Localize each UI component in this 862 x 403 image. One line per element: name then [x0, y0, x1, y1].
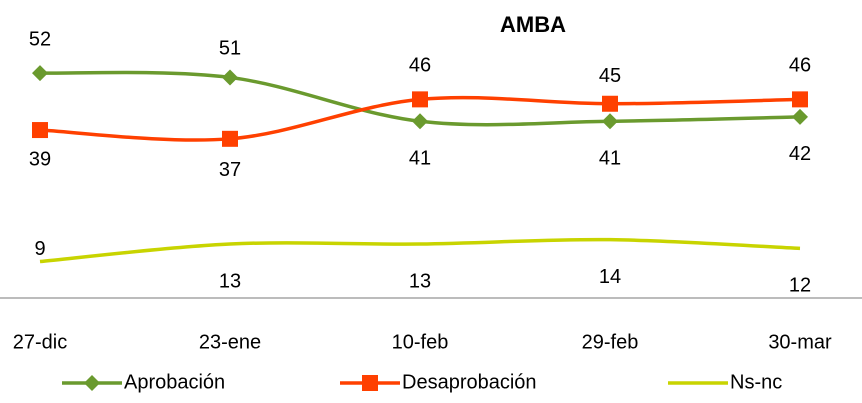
data-label: 37	[219, 159, 241, 181]
line	[39, 237, 801, 264]
data-label: 52	[29, 28, 51, 50]
marker	[32, 65, 48, 82]
x-tick-label: 30-mar	[768, 331, 832, 353]
legend-marker	[362, 375, 378, 391]
marker	[792, 91, 808, 108]
marker	[602, 95, 618, 112]
x-tick-label: 27-dic	[13, 331, 67, 353]
data-label: 13	[219, 270, 241, 292]
marker	[32, 122, 48, 139]
chart-title: AMBA	[500, 12, 566, 37]
x-tick-label: 23-ene	[199, 331, 261, 353]
legend-label: Ns-nc	[730, 371, 782, 393]
x-tick-label: 29-feb	[582, 331, 639, 353]
marker	[602, 113, 618, 130]
data-label: 42	[789, 143, 811, 165]
legend-label: Aprobación	[124, 371, 225, 393]
data-label: 39	[29, 148, 51, 170]
data-label: 51	[219, 38, 241, 60]
data-label: 13	[409, 270, 431, 292]
marker	[222, 69, 238, 86]
data-label: 46	[409, 55, 431, 77]
data-label: 12	[789, 275, 811, 297]
data-label: 45	[599, 65, 621, 87]
marker	[222, 130, 238, 147]
x-tick-label: 10-feb	[392, 331, 449, 353]
marker	[412, 91, 428, 108]
legend-label: Desaprobación	[402, 371, 537, 393]
data-label: 9	[34, 238, 45, 260]
data-label: 41	[599, 148, 621, 170]
legend-marker	[84, 375, 100, 391]
data-label: 46	[789, 55, 811, 77]
data-label: 14	[599, 266, 621, 288]
marker	[792, 108, 808, 125]
marker	[412, 113, 428, 130]
data-label: 41	[409, 148, 431, 170]
